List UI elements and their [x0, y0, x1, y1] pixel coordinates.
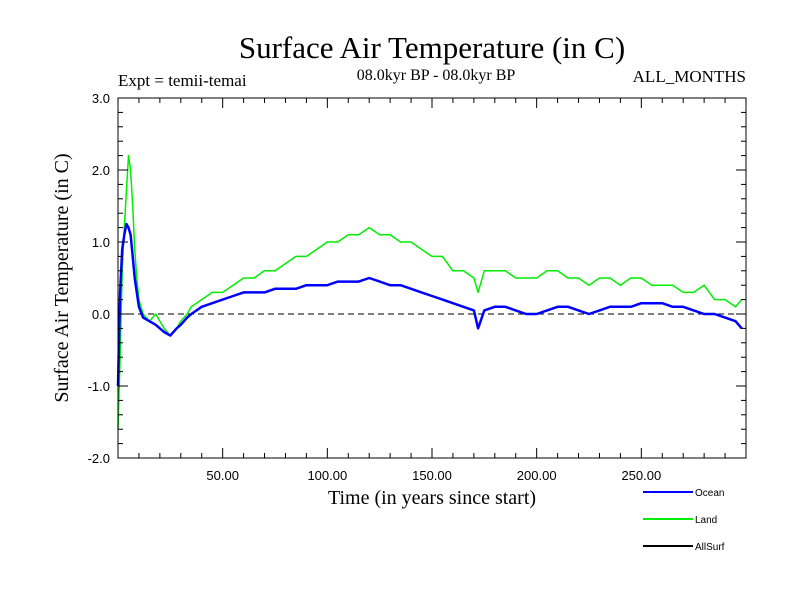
y-tick-label: 0.0 [92, 307, 110, 322]
y-axis-label: Surface Air Temperature (in C) [51, 153, 73, 402]
series-line-ocean [116, 222, 743, 387]
plot-area [116, 154, 746, 430]
y-tick-label: 2.0 [92, 163, 110, 178]
legend-label-allsurf: AllSurf [695, 542, 725, 553]
x-axis-label: Time (in years since start) [328, 487, 536, 509]
legend-label-land: Land [695, 515, 717, 526]
y-tick-label: -1.0 [88, 379, 110, 394]
x-tick-label: 100.00 [307, 468, 347, 483]
series-line-land [117, 154, 743, 430]
x-tick-label: 50.00 [206, 468, 239, 483]
plot-frame [117, 97, 747, 459]
x-tick-label: 200.00 [517, 468, 557, 483]
y-tick-label: -2.0 [88, 451, 110, 466]
y-tick-label: 1.0 [92, 235, 110, 250]
chart-subtitle-right: ALL_MONTHS [633, 67, 746, 86]
chart-subtitle-center: 08.0kyr BP - 08.0kyr BP [357, 67, 516, 84]
chart-subtitle-left: Expt = temii-temai [118, 71, 247, 90]
y-tick-label: 3.0 [92, 91, 110, 106]
x-tick-label: 150.00 [412, 468, 452, 483]
legend-label-ocean: Ocean [695, 488, 724, 499]
chart-title: Surface Air Temperature (in C) [239, 30, 625, 65]
legend: Ocean Land AllSurf [643, 488, 725, 553]
axes: 50.00 100.00 150.00 200.00 250.00 3.0 2.0 1.0 0.… [88, 91, 746, 483]
x-tick-label: 250.00 [621, 468, 661, 483]
